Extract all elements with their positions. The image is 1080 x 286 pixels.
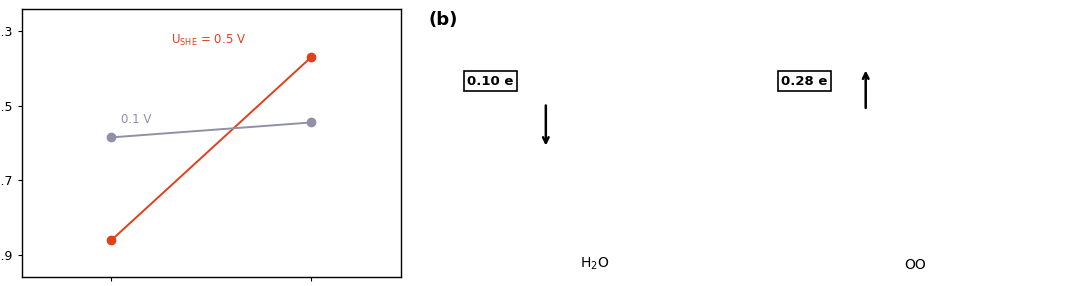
Text: H$_2$O: H$_2$O [580,256,609,272]
Text: (b): (b) [429,11,458,29]
Text: 0.28 e: 0.28 e [781,75,827,88]
Text: OO: OO [904,258,926,272]
Text: 0.1 V: 0.1 V [121,113,152,126]
Text: 0.10 e: 0.10 e [468,75,514,88]
Text: U$_{\mathrm{SHE}}$ = 0.5 V: U$_{\mathrm{SHE}}$ = 0.5 V [172,33,246,48]
